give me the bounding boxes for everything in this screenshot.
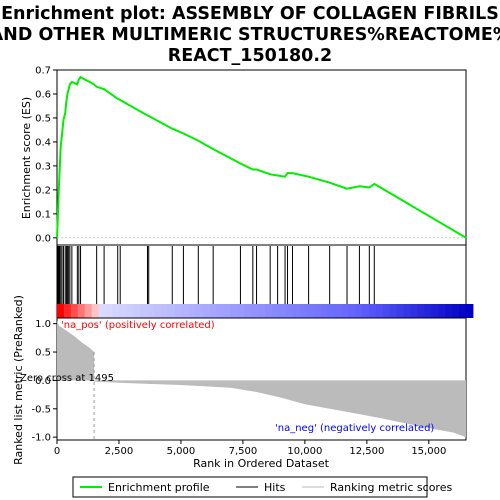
- colorbar-segment: [424, 304, 432, 318]
- colorbar-segment: [63, 304, 72, 318]
- colorbar-segment: [320, 304, 328, 318]
- zero-cross-annotation: Zero cross at 1495: [20, 373, 114, 384]
- colorbar-segment: [271, 304, 280, 318]
- colorbar-segment: [160, 304, 169, 318]
- colorbar-segment: [375, 304, 384, 318]
- colorbar-segment: [410, 304, 418, 318]
- title-line-3: REACT_150180.2: [168, 46, 332, 66]
- colorbar-segment: [167, 304, 176, 318]
- metric-tick-label: -1.0: [31, 433, 51, 444]
- title-line-1: Enrichment plot: ASSEMBLY OF COLLAGEN FI…: [1, 4, 499, 24]
- metric-axis-label: Ranked list metric (PreRanked): [12, 295, 25, 465]
- colorbar-segment: [105, 304, 113, 318]
- colorbar-segment: [84, 304, 93, 318]
- es-tick-label: 0.5: [35, 113, 51, 124]
- colorbar-segment: [188, 304, 197, 318]
- colorbar-segment: [230, 304, 238, 318]
- colorbar-segment: [140, 304, 148, 318]
- colorbar-segment: [362, 304, 370, 318]
- colorbar-segment: [389, 304, 398, 318]
- colorbar-segment: [181, 304, 190, 318]
- x-axis-label: Rank in Ordered Dataset: [193, 457, 330, 470]
- colorbar-segment: [445, 304, 453, 318]
- title-line-2: AND OTHER MULTIMERIC STRUCTURES%REACTOME…: [0, 25, 500, 45]
- colorbar-segment: [313, 304, 321, 318]
- colorbar-segment: [216, 304, 224, 318]
- neg-annotation: 'na_neg' (negatively correlated): [275, 423, 434, 434]
- colorbar-segment: [264, 304, 273, 318]
- colorbar-segment: [292, 304, 301, 318]
- enrichment-profile-line: [56, 75, 467, 239]
- colorbar-segment: [403, 304, 412, 318]
- metric-tick-label: 0.5: [35, 348, 51, 359]
- colorbar-segment: [334, 304, 342, 318]
- colorbar-segment: [278, 304, 287, 318]
- metric-tick-label: 1.0: [35, 319, 51, 330]
- es-tick-label: 0.0: [35, 233, 51, 244]
- colorbar-segment: [348, 304, 356, 318]
- colorbar-segment: [195, 304, 204, 318]
- colorbar-segment: [244, 304, 252, 318]
- ranking-metric-area: [57, 320, 466, 438]
- x-tick-label: 5,000: [167, 446, 196, 457]
- colorbar-segment: [431, 304, 439, 318]
- colorbar-segment: [438, 304, 446, 318]
- pos-annotation: 'na_pos' (positively correlated): [61, 320, 215, 331]
- legend-hits-label: Hits: [264, 481, 286, 494]
- legend-enrichment-label: Enrichment profile: [108, 481, 210, 494]
- x-tick-label: 12,500: [349, 446, 384, 457]
- colorbar-segment: [174, 304, 183, 318]
- es-axis-label: Enrichment score (ES): [20, 97, 33, 219]
- colorbar-segment: [285, 304, 294, 318]
- colorbar-segment: [209, 304, 217, 318]
- x-tick-label: 2,500: [105, 446, 134, 457]
- colorbar-segment: [341, 304, 349, 318]
- colorbar-segment: [112, 304, 120, 318]
- es-tick-label: 0.6: [35, 89, 51, 100]
- x-tick-label: 10,000: [287, 446, 322, 457]
- colorbar-segment: [327, 304, 335, 318]
- colorbar-segment: [154, 304, 162, 318]
- colorbar-segment: [306, 304, 314, 318]
- colorbar-segment: [396, 304, 405, 318]
- colorbar-segment: [258, 304, 266, 318]
- metric-tick-label: -0.5: [31, 404, 51, 415]
- colorbar-segment: [237, 304, 245, 318]
- es-tick-label: 0.4: [35, 137, 51, 148]
- x-tick-label: 0: [54, 446, 60, 457]
- colorbar-segment: [126, 304, 134, 318]
- es-tick-label: 0.3: [35, 161, 51, 172]
- colorbar-segment: [368, 304, 377, 318]
- legend-ranking-label: Ranking metric scores: [330, 481, 452, 494]
- colorbar-segment: [147, 304, 155, 318]
- colorbar-segment: [70, 304, 79, 318]
- metric-tick-label: 0.0: [35, 376, 51, 387]
- colorbar-segment: [466, 304, 474, 318]
- colorbar-segment: [119, 304, 127, 318]
- x-tick-label: 15,000: [411, 446, 446, 457]
- colorbar-segment: [382, 304, 391, 318]
- colorbar-segment: [417, 304, 425, 318]
- colorbar-segment: [202, 304, 210, 318]
- colorbar-segment: [299, 304, 308, 318]
- colorbar-segment: [98, 304, 107, 318]
- colorbar-segment: [223, 304, 231, 318]
- colorbar-segment: [459, 304, 467, 318]
- colorbar-segment: [57, 304, 65, 318]
- colorbar-segment: [133, 304, 141, 318]
- es-plot-frame: [56, 69, 467, 246]
- es-tick-label: 0.2: [35, 185, 51, 196]
- colorbar-segment: [77, 304, 86, 318]
- colorbar-segment: [355, 304, 363, 318]
- x-tick-label: 7,500: [229, 446, 258, 457]
- colorbar-segment: [91, 304, 100, 318]
- colorbar-segment: [452, 304, 460, 318]
- colorbar-segment: [251, 304, 259, 318]
- es-tick-label: 0.7: [35, 66, 51, 77]
- es-tick-label: 0.1: [35, 209, 51, 220]
